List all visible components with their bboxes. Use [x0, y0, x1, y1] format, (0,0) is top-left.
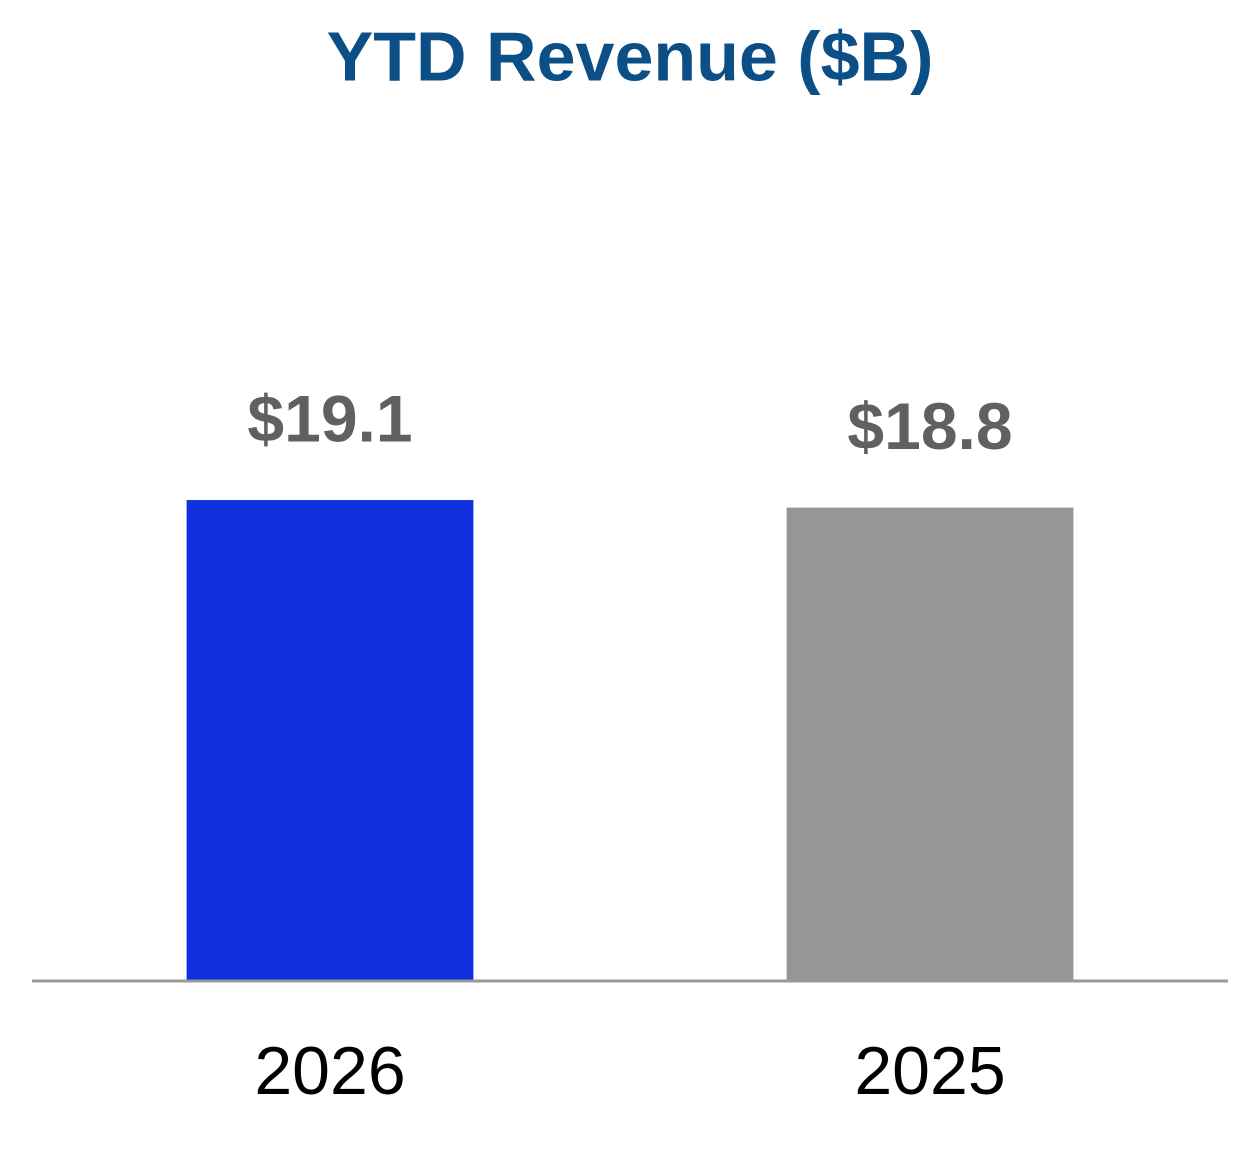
bar: [786, 507, 1074, 980]
x-tick-label: 2026: [254, 1033, 405, 1109]
value-label: $19.1: [247, 381, 412, 455]
bar: [186, 500, 474, 980]
chart-title: YTD Revenue ($B): [327, 17, 934, 95]
x-tick-label: 2025: [854, 1033, 1005, 1109]
value-label: $18.8: [847, 389, 1012, 463]
